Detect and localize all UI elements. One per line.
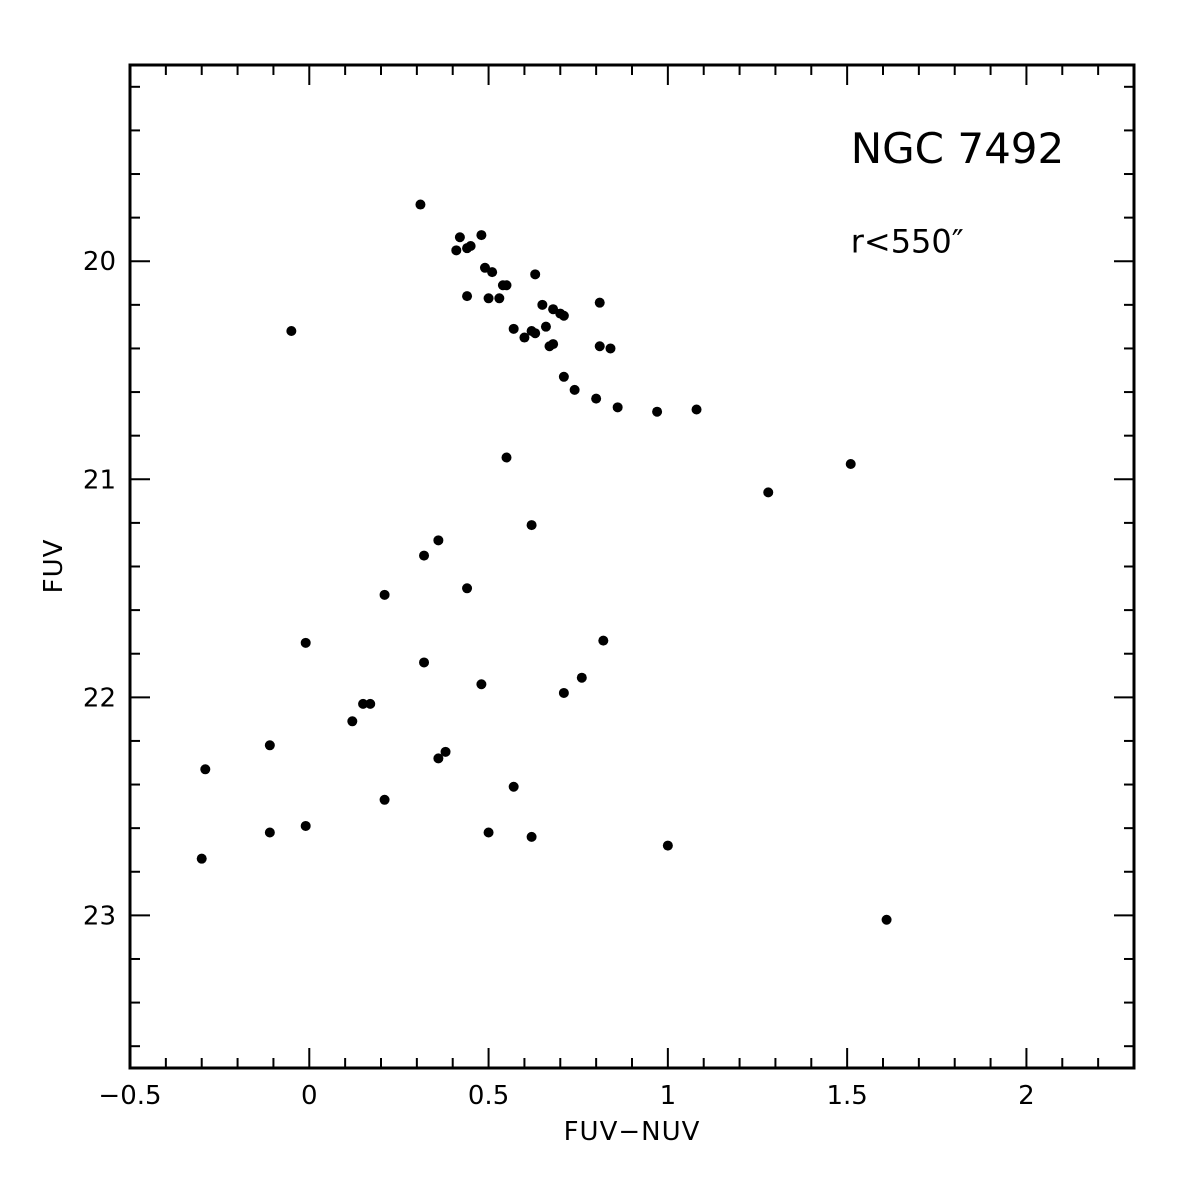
data-point: [419, 657, 430, 668]
data-point: [451, 245, 462, 256]
data-point: [594, 341, 605, 352]
data-point: [347, 716, 358, 727]
data-point: [881, 914, 892, 925]
data-point: [526, 520, 537, 531]
data-point: [537, 299, 548, 310]
y-tick-label: 20: [83, 247, 116, 277]
data-point: [530, 269, 541, 280]
data-point: [264, 827, 275, 838]
data-point: [605, 343, 616, 354]
data-point: [598, 635, 609, 646]
data-point: [540, 321, 551, 332]
data-point: [519, 332, 530, 343]
data-point: [462, 291, 473, 302]
y-tick-labels: 20 21 22 23: [83, 247, 116, 931]
data-point: [501, 280, 512, 291]
data-point: [530, 328, 541, 339]
data-point: [264, 740, 275, 751]
x-tick-label: −0.5: [98, 1081, 161, 1111]
data-point: [483, 827, 494, 838]
x-axis-title: FUV−NUV: [564, 1117, 701, 1147]
data-point: [300, 820, 311, 831]
data-point: [526, 831, 537, 842]
plot-frame: [128, 63, 1136, 1070]
data-point: [487, 267, 498, 278]
x-tick-labels: −0.5 0 0.5 1 1.5 2: [98, 1081, 1034, 1111]
x-tick-label: 0.5: [468, 1081, 509, 1111]
data-point: [594, 297, 605, 308]
data-point: [454, 232, 465, 243]
data-points: [196, 199, 892, 925]
data-point: [440, 746, 451, 757]
data-point: [433, 535, 444, 546]
data-point: [494, 293, 505, 304]
data-point: [415, 199, 426, 210]
major-ticks: [129, 65, 1134, 1068]
data-point: [483, 293, 494, 304]
data-point: [558, 687, 569, 698]
annotation-cluster-name: NGC 7492: [851, 124, 1065, 173]
y-tick-label: 23: [83, 901, 116, 931]
data-point: [612, 402, 623, 413]
data-point: [300, 637, 311, 648]
data-point: [501, 452, 512, 463]
data-point: [462, 583, 473, 594]
data-point: [576, 672, 587, 683]
data-point: [558, 371, 569, 382]
data-point: [465, 240, 476, 251]
data-point: [558, 310, 569, 321]
data-point: [286, 326, 297, 337]
x-tick-label: 2: [1018, 1081, 1035, 1111]
data-point: [652, 406, 663, 417]
x-tick-label: 1.5: [826, 1081, 867, 1111]
data-point: [508, 323, 519, 334]
data-point: [433, 753, 444, 764]
y-tick-label: 21: [83, 465, 116, 495]
data-point: [419, 550, 430, 561]
data-point: [845, 459, 856, 470]
data-point: [548, 339, 559, 350]
data-point: [508, 781, 519, 792]
data-point: [662, 840, 673, 851]
x-tick-label: 0: [301, 1081, 318, 1111]
y-axis-title: FUV: [39, 539, 69, 594]
data-point: [365, 698, 376, 709]
y-tick-label: 22: [83, 683, 116, 713]
minor-ticks: [130, 65, 1135, 1068]
data-point: [358, 698, 369, 709]
data-point: [379, 589, 390, 600]
data-point: [569, 384, 580, 395]
annotation-radius: r<550″: [851, 223, 964, 261]
data-point: [476, 679, 487, 690]
data-point: [476, 230, 487, 241]
data-point: [691, 404, 702, 415]
x-tick-label: 1: [660, 1081, 677, 1111]
data-point: [479, 262, 490, 273]
data-point: [591, 393, 602, 404]
data-point: [200, 764, 211, 775]
data-point: [196, 853, 207, 864]
data-point: [763, 487, 774, 498]
data-point: [548, 304, 559, 315]
data-point: [379, 794, 390, 805]
